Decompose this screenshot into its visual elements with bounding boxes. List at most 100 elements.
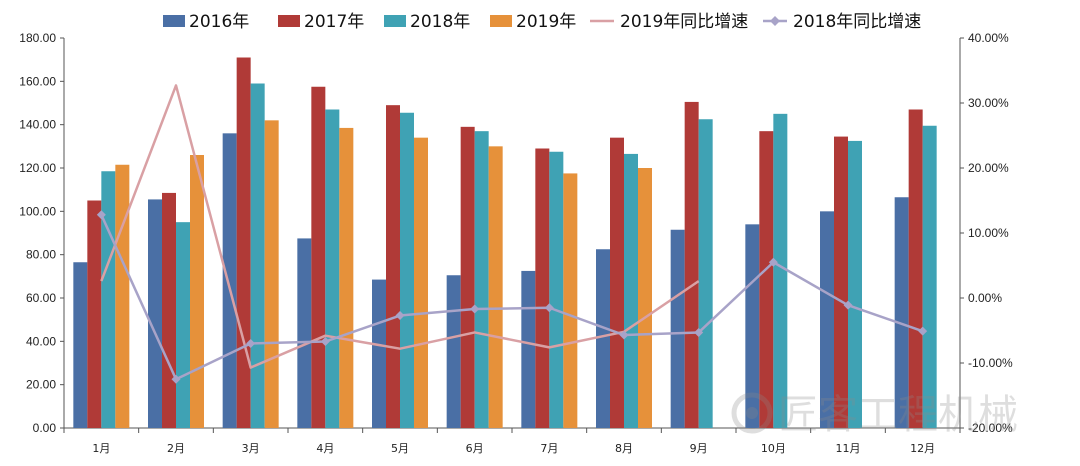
left-axis-tick-label: 40.00 xyxy=(26,334,56,348)
bar-2016年 xyxy=(222,133,237,429)
bar-2018年 xyxy=(176,222,190,428)
bar-2018年 xyxy=(848,140,862,428)
bar-2017年 xyxy=(311,86,326,428)
x-axis-category-label: 11月 xyxy=(836,442,861,455)
point-2018年同比增速 xyxy=(246,339,256,348)
bar-2016年 xyxy=(297,238,312,428)
bar-2018年 xyxy=(549,151,564,428)
line-2018年同比增速 xyxy=(100,214,924,381)
bar-2016年 xyxy=(596,249,610,428)
bar-2016年 xyxy=(73,262,88,428)
bar-2017年 xyxy=(87,200,102,428)
legend-label: 2019年同比增速 xyxy=(620,12,748,32)
bar-2018年 xyxy=(474,131,489,428)
bar-2017年 xyxy=(535,148,550,428)
watermark-logo-icon xyxy=(731,392,773,434)
point-2018年同比增速 xyxy=(96,210,106,220)
x-axis-category-label: 6月 xyxy=(466,442,484,455)
point-2018年同比增速 xyxy=(395,311,405,321)
bar-series-group xyxy=(73,57,937,429)
bar-2019年 xyxy=(115,164,130,428)
left-axis-tick-label: 80.00 xyxy=(26,248,56,262)
x-axis-category-label: 3月 xyxy=(242,442,260,455)
left-axis-tick-label: 140.00 xyxy=(19,118,56,132)
bar-2019年 xyxy=(563,173,578,428)
point-2018年同比增速 xyxy=(470,304,480,314)
right-axis-tick-label: -20.00% xyxy=(968,421,1013,435)
bar-2018年 xyxy=(325,109,340,428)
x-axis-category-label: 9月 xyxy=(690,442,708,455)
legend-label: 2016年 xyxy=(189,12,249,32)
x-axis-category-label: 12月 xyxy=(910,442,935,455)
bar-2019年 xyxy=(339,127,354,429)
point-2018年同比增速 xyxy=(619,330,629,340)
bar-2017年 xyxy=(834,136,848,429)
legend-label: 2018年同比增速 xyxy=(793,12,921,32)
bar-2016年 xyxy=(820,211,834,428)
bar-2016年 xyxy=(148,199,162,428)
bar-2017年 xyxy=(908,109,923,428)
left-axis-tick-label: 160.00 xyxy=(19,74,56,88)
bar-2018年 xyxy=(101,171,116,428)
legend-swatch xyxy=(278,15,300,27)
bar-2018年 xyxy=(773,113,788,428)
right-axis-tick-label: 10.00% xyxy=(968,226,1009,240)
point-2018年同比增速 xyxy=(843,300,853,310)
left-axis-tick-label: 180.00 xyxy=(19,31,56,45)
bar-2019年 xyxy=(638,168,652,428)
x-axis-category-label: 7月 xyxy=(540,442,558,455)
line-series-group xyxy=(96,84,928,384)
right-axis-tick-label: 30.00% xyxy=(968,96,1009,110)
legend-swatch xyxy=(163,15,185,27)
bar-2019年 xyxy=(190,155,204,428)
watermark: 匠客工程机械 xyxy=(731,392,1018,438)
point-2018年同比增速 xyxy=(544,303,554,313)
left-axis-tick-label: 100.00 xyxy=(19,204,56,218)
legend-label: 2017年 xyxy=(304,12,364,32)
point-2018年同比增速 xyxy=(171,374,181,384)
point-2018年同比增速 xyxy=(918,326,928,336)
point-2018年同比增速 xyxy=(320,337,330,347)
x-axis-category-label: 5月 xyxy=(391,442,409,455)
bar-2016年 xyxy=(670,229,685,428)
bar-2017年 xyxy=(610,137,624,428)
left-axis-tick-label: 20.00 xyxy=(26,378,56,392)
bar-2019年 xyxy=(488,146,503,429)
bar-2017年 xyxy=(460,126,475,428)
x-axis-category-label: 10月 xyxy=(761,442,786,455)
bar-2019年 xyxy=(414,137,428,428)
bar-2018年 xyxy=(698,119,713,428)
bar-2016年 xyxy=(894,197,909,428)
right-axis-tick-label: -10.00% xyxy=(968,356,1013,370)
point-2018年同比增速 xyxy=(768,257,778,267)
watermark-text: 匠客工程机械 xyxy=(778,392,1018,438)
legend-swatch xyxy=(490,15,512,27)
legend-swatch xyxy=(384,15,406,27)
bar-2019年 xyxy=(264,120,279,428)
left-axis-tick-label: 0.00 xyxy=(33,421,57,435)
x-axis-category-label: 1月 xyxy=(92,442,110,455)
bar-2018年 xyxy=(400,112,414,428)
right-axis-tick-label: 40.00% xyxy=(968,31,1009,45)
bar-2017年 xyxy=(684,101,699,429)
bar-2018年 xyxy=(624,153,638,428)
left-axis-tick-label: 120.00 xyxy=(19,161,56,175)
bar-2017年 xyxy=(162,192,176,428)
point-2018年同比增速 xyxy=(694,327,704,337)
x-axis-labels: 1月 2月 3月 4月 5月 6月 7月 8月 9月 10月 11月 12月 xyxy=(92,442,935,455)
bar-2017年 xyxy=(386,105,400,429)
legend-label: 2019年 xyxy=(516,12,576,32)
left-axis-tick-label: 60.00 xyxy=(26,291,56,305)
bar-2016年 xyxy=(372,279,386,428)
left-axis-ticks: 0.00 20.00 40.00 60.00 80.00 100.00 120.00 140.… xyxy=(19,31,64,435)
right-axis-tick-label: 0.00% xyxy=(968,291,1002,305)
bar-2016年 xyxy=(521,270,536,428)
legend-marker xyxy=(770,16,780,26)
legend: 2016年 2017年 2018年 2019年 2019年同比增速 2018年同比增速 xyxy=(163,12,921,32)
bar-2017年 xyxy=(236,57,251,428)
bar-2017年 xyxy=(759,131,774,428)
bar-2016年 xyxy=(745,224,760,428)
bar-2016年 xyxy=(446,275,461,428)
bar-2018年 xyxy=(922,125,937,428)
